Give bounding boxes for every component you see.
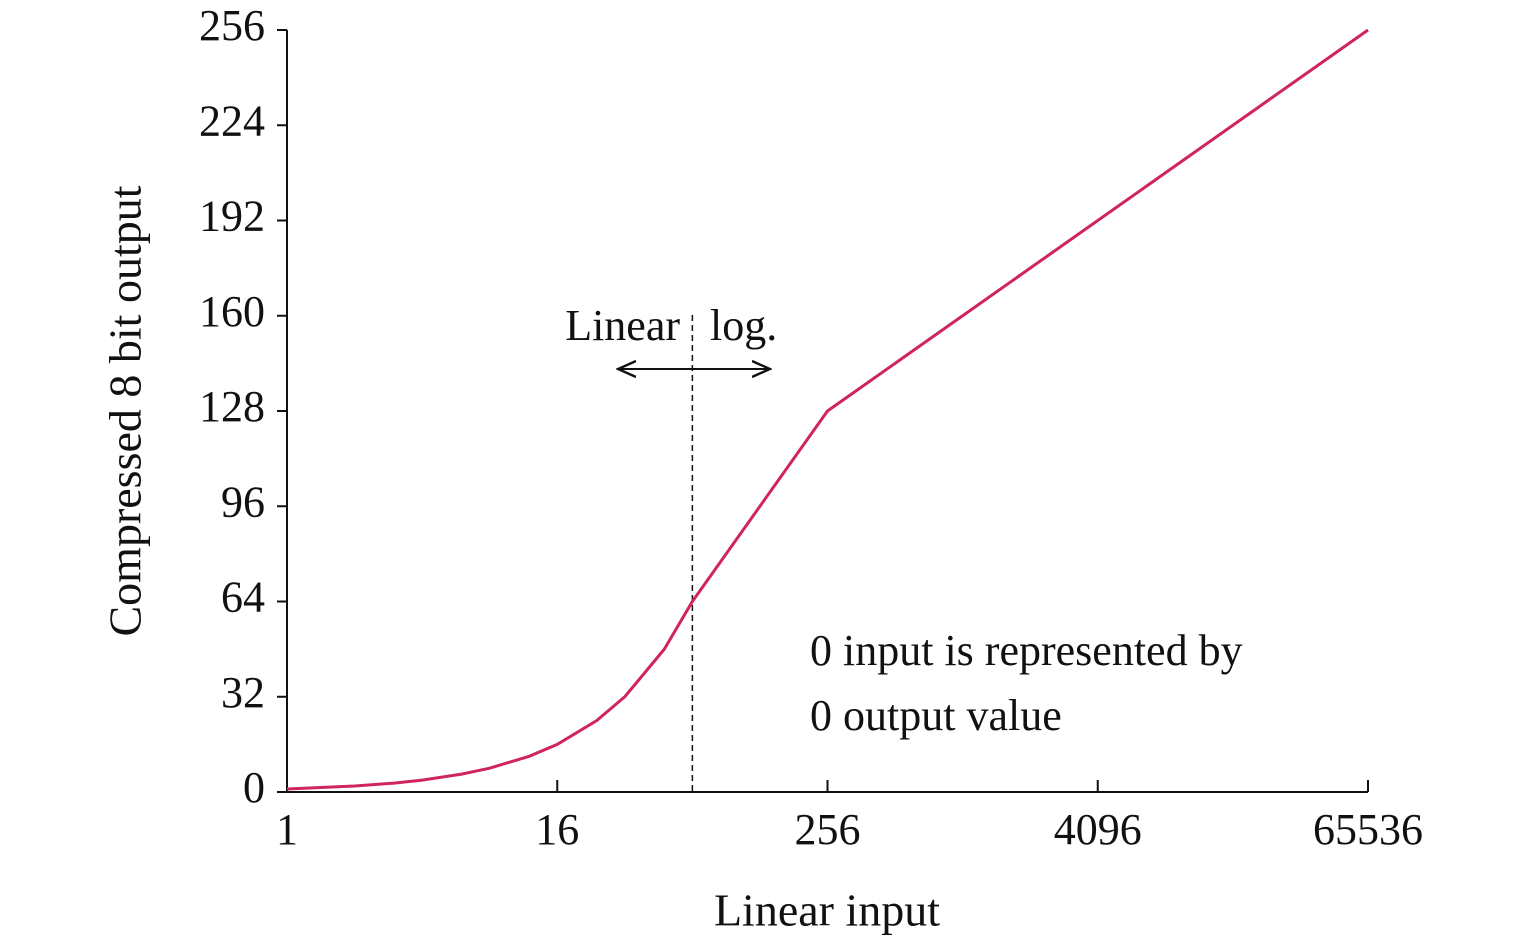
y-tick-label: 224 bbox=[199, 96, 265, 145]
y-tick-label: 64 bbox=[221, 573, 265, 622]
x-tick-label: 4096 bbox=[1054, 805, 1142, 854]
y-tick-label: 192 bbox=[199, 192, 265, 241]
x-tick-label: 65536 bbox=[1313, 805, 1423, 854]
y-tick-label: 128 bbox=[199, 382, 265, 431]
x-tick-label: 256 bbox=[795, 805, 861, 854]
y-tick-label: 32 bbox=[221, 668, 265, 717]
x-axis-label: Linear input bbox=[714, 885, 940, 936]
y-axis-label: Compressed 8 bit output bbox=[100, 185, 151, 636]
annotation: log. bbox=[710, 301, 777, 350]
x-tick-label: 16 bbox=[535, 805, 579, 854]
annotation: 0 input is represented by bbox=[810, 626, 1243, 675]
data-line bbox=[286, 28, 1369, 791]
y-tick-label: 160 bbox=[199, 287, 265, 336]
annotation: Linear bbox=[565, 301, 680, 350]
y-tick-label: 256 bbox=[199, 1, 265, 50]
y-tick-label: 96 bbox=[221, 477, 265, 526]
x-tick-label: 1 bbox=[276, 805, 298, 854]
y-tick-label: 0 bbox=[243, 763, 265, 812]
annotation: 0 output value bbox=[810, 691, 1062, 740]
